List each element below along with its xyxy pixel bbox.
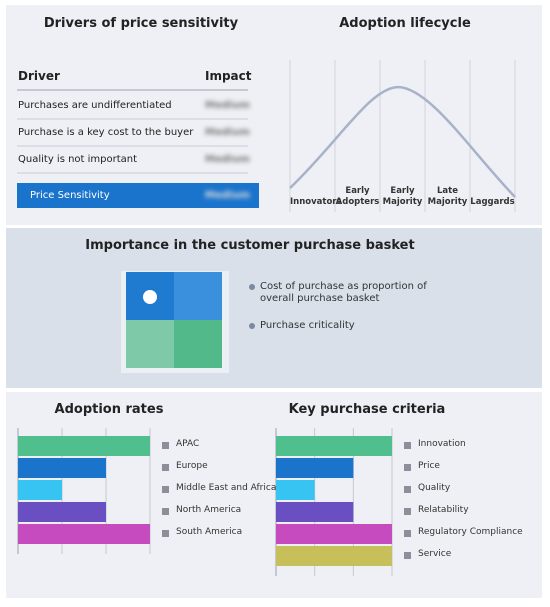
legend-label: APAC — [176, 439, 200, 449]
legend-icon — [404, 486, 411, 493]
legend-label: Europe — [176, 461, 208, 471]
stage-label: Laggards — [470, 197, 515, 207]
legend-label: Service — [418, 549, 452, 559]
highlight-impact: Medium — [205, 190, 250, 201]
legend-icon — [162, 530, 169, 537]
basket-panel — [6, 228, 542, 388]
stage-label: Innovators — [290, 197, 342, 207]
lifecycle-title: Adoption lifecycle — [339, 16, 471, 31]
highlight-row — [17, 183, 259, 208]
header-cell: Driver — [18, 69, 60, 83]
legend-text: Cost of purchase as proportion of overal… — [260, 281, 427, 304]
legend-icon — [162, 486, 169, 493]
legend-icon — [404, 464, 411, 471]
quadrant — [174, 320, 222, 368]
chart-title: Key purchase criteria — [288, 402, 446, 417]
basket-title: Importance in the customer purchase bask… — [85, 238, 415, 253]
legend-label: Relatability — [418, 505, 469, 515]
legend-label: Price — [418, 461, 440, 471]
driver-cell: Purchases are undifferentiated — [18, 100, 172, 111]
legend-text: Purchase criticality — [260, 320, 355, 331]
drivers-title: Drivers of price sensitivity — [43, 16, 239, 31]
legend-icon — [404, 442, 411, 449]
legend-icon — [404, 508, 411, 515]
legend-label: Innovation — [418, 439, 466, 449]
driver-cell: Quality is not important — [18, 154, 138, 165]
legend-label: Quality — [418, 483, 451, 493]
legend-label: Regulatory Compliance — [418, 527, 523, 537]
bar — [18, 524, 150, 544]
lifecycle-curve — [289, 85, 516, 198]
bar — [276, 502, 354, 522]
bar — [276, 458, 354, 478]
legend-icon — [162, 508, 169, 515]
bottom-panel — [6, 392, 542, 598]
bar — [18, 502, 106, 522]
marker-dot — [143, 290, 157, 304]
header-cell: Impact — [205, 69, 252, 83]
quadrant — [126, 320, 174, 368]
legend-label: South America — [176, 527, 243, 537]
bar — [276, 546, 392, 566]
chart-title: Adoption rates — [54, 402, 164, 417]
bar — [18, 480, 62, 500]
legend-dot — [249, 284, 255, 290]
stage-label: Late Majority — [427, 186, 468, 207]
highlight-driver: Price Sensitivity — [30, 190, 110, 201]
bar — [18, 458, 106, 478]
legend-label: North America — [176, 505, 242, 515]
bar — [276, 436, 392, 456]
legend-icon — [162, 464, 169, 471]
driver-cell: Purchase is a key cost to the buyer — [18, 127, 194, 138]
bar — [276, 524, 392, 544]
stage-label: Early Adopters — [335, 186, 380, 207]
legend-dot — [249, 323, 255, 329]
legend-label: Middle East and Africa — [176, 483, 277, 493]
impact-cell: Medium — [205, 154, 250, 165]
legend-icon — [162, 442, 169, 449]
stage-label: Early Majority — [382, 186, 423, 207]
bar — [18, 436, 150, 456]
legend-icon — [404, 530, 411, 537]
quadrant — [174, 272, 222, 320]
legend-icon — [404, 552, 411, 559]
impact-cell: Medium — [205, 127, 250, 138]
impact-cell: Medium — [205, 100, 250, 111]
bar — [276, 480, 315, 500]
